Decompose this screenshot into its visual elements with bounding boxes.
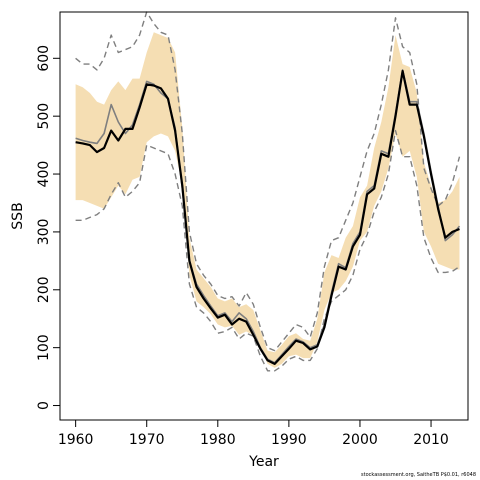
x-tick-label: 2000 (342, 432, 378, 448)
x-tick-label: 1970 (129, 432, 165, 448)
y-tick-label: 100 (36, 334, 52, 361)
y-tick-label: 600 (36, 45, 52, 72)
x-tick-label: 1960 (58, 432, 94, 448)
y-tick-label: 200 (36, 276, 52, 303)
y-tick-label: 300 (36, 219, 52, 246)
y-tick-label: 0 (36, 401, 52, 410)
y-axis-title: SSB (10, 202, 26, 229)
y-axis: 0 100 200 300 400 500 600 (36, 45, 61, 410)
confidence-band (75, 32, 460, 368)
y-tick-label: 500 (36, 103, 52, 130)
plot-area (75, 11, 461, 372)
x-axis-title: Year (248, 454, 279, 470)
previous-lower-dashed-line (75, 129, 460, 372)
x-tick-label: 1990 (271, 432, 307, 448)
x-axis: 1960 1970 1980 1990 2000 2010 (58, 419, 449, 448)
x-tick-label: 1980 (200, 432, 236, 448)
y-tick-label: 400 (36, 161, 52, 188)
previous-upper-dashed-line (75, 11, 461, 352)
ssb-estimate-line (75, 69, 460, 365)
x-tick-label: 2010 (413, 432, 449, 448)
footer-credit: stockassessment.org, SaitheTB P$0.01, r6… (361, 472, 476, 478)
